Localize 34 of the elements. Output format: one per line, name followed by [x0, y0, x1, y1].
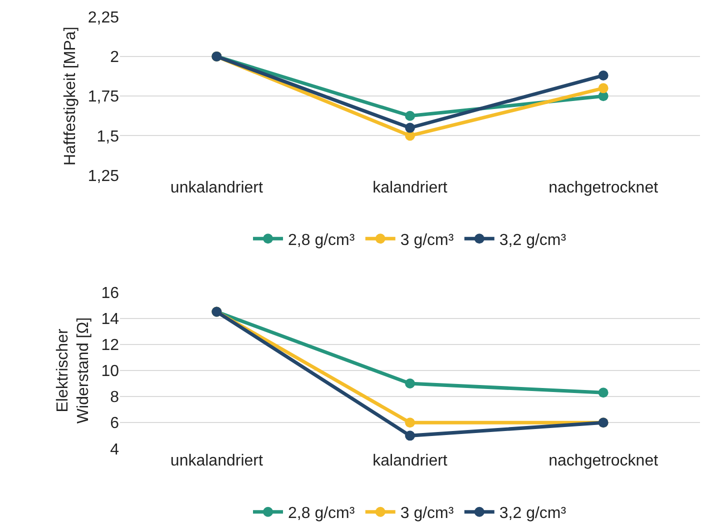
legend-label: 3 g/cm³	[400, 505, 454, 522]
legend-label: 2,8 g/cm³	[288, 505, 356, 522]
y-tick-label: 4	[110, 441, 120, 458]
y-tick-label: 1,75	[88, 88, 120, 106]
y-tick-label: 8	[110, 389, 120, 406]
x-tick-label: nachgetrocknet	[548, 452, 659, 470]
point	[405, 430, 415, 441]
y-tick-label: 6	[110, 415, 120, 432]
y-tick-label: 2	[110, 49, 120, 66]
y-tick-label: 1,25	[88, 168, 120, 185]
y-tick-label: 2,25	[88, 9, 120, 26]
point	[405, 378, 415, 389]
x-tick-label: unkalandriert	[170, 452, 264, 470]
legend-label: 3 g/cm³	[400, 232, 454, 249]
y-tick-label: 10	[101, 363, 120, 380]
y-tick-label: 16	[101, 284, 120, 302]
point	[405, 122, 415, 133]
point	[598, 83, 608, 94]
point	[598, 388, 608, 398]
x-tick-label: kalandriert	[372, 452, 448, 470]
point	[405, 110, 415, 121]
x-tick-label: nachgetrocknet	[548, 179, 659, 196]
legend-label: 3,2 g/cm³	[499, 232, 567, 249]
legend-label: 3,2 g/cm³	[499, 505, 567, 522]
legend-label: 2,8 g/cm³	[288, 232, 356, 249]
x-tick-label: kalandriert	[372, 179, 448, 196]
point	[598, 70, 608, 80]
y-axis-title: Haftfestigkeit [MPa]	[62, 26, 79, 166]
y-tick-label: 1,5	[96, 128, 120, 146]
y-tick-label: 14	[101, 310, 120, 328]
x-tick-label: unkalandriert	[170, 179, 264, 196]
y-tick-label: 12	[101, 336, 120, 354]
point	[405, 418, 415, 428]
y-axis-title: Elektrischer Widerstand [Ω]	[54, 317, 92, 424]
